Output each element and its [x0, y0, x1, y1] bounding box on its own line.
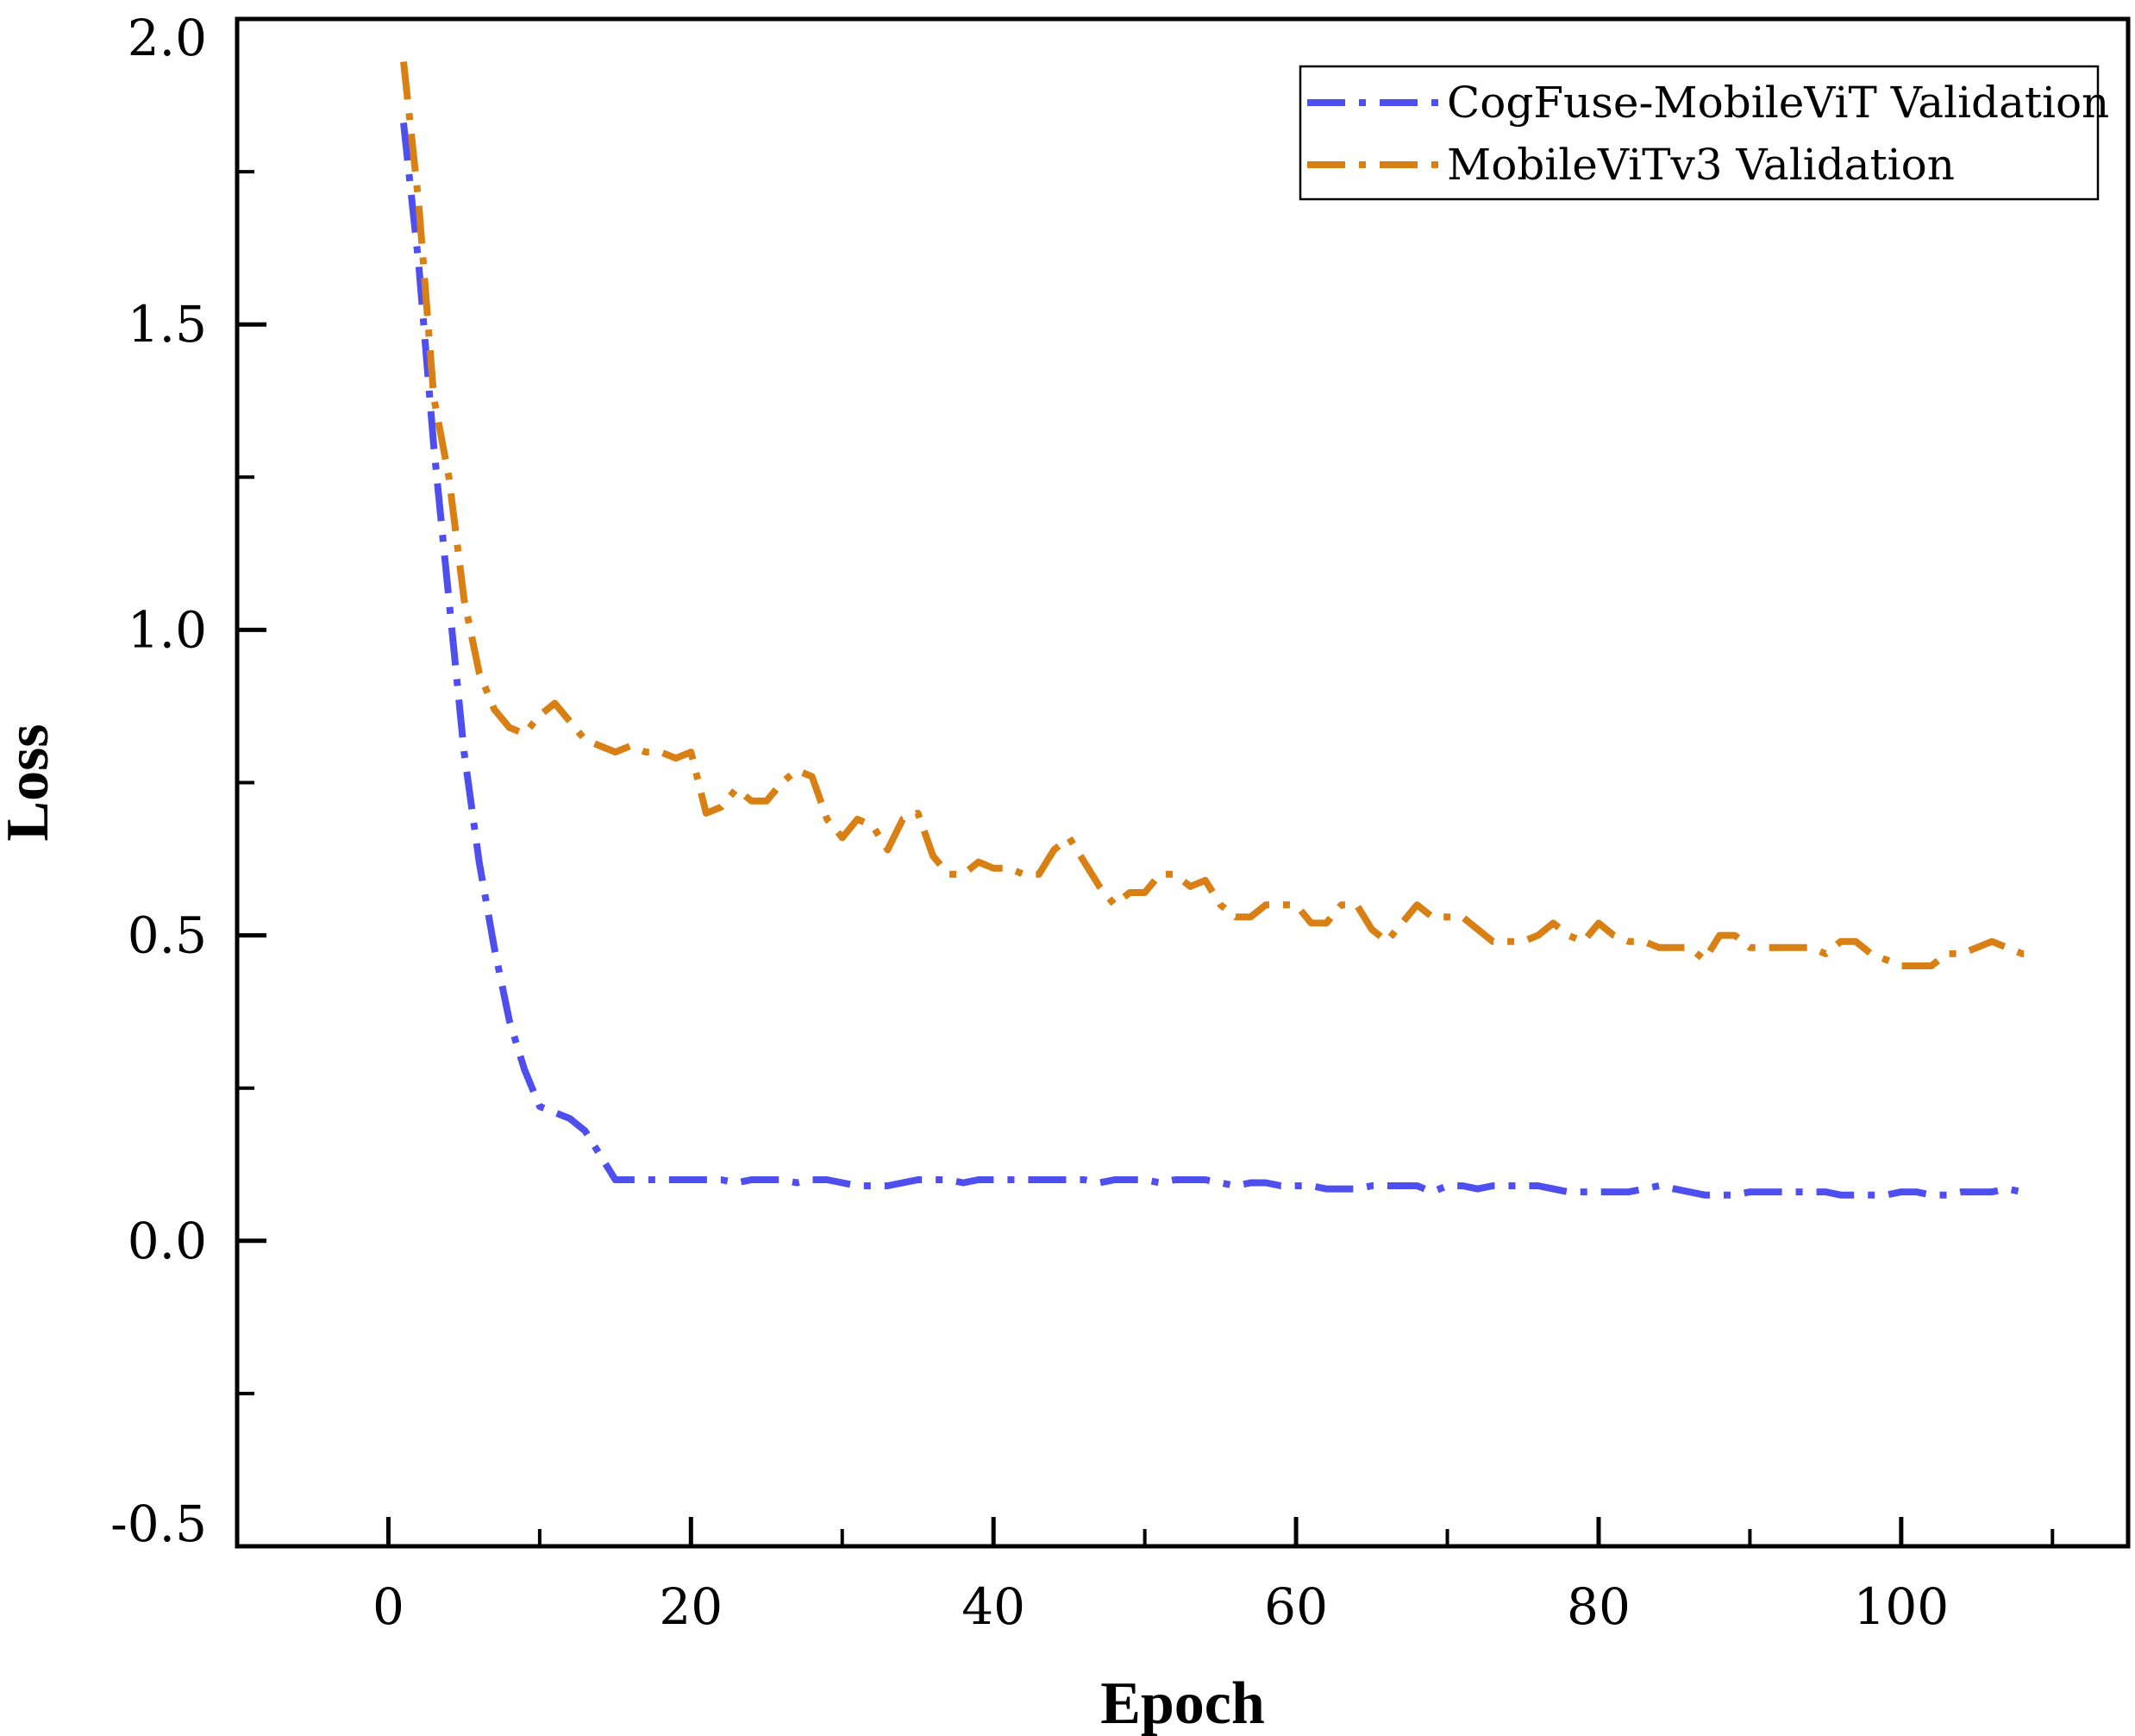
y-tick-label: -0.5	[110, 1495, 207, 1553]
y-tick-label: 2.0	[128, 9, 207, 67]
y-tick-label: 1.0	[128, 600, 207, 659]
x-tick-label: 0	[373, 1577, 404, 1636]
y-tick-label: 1.5	[128, 295, 207, 354]
y-axis: -0.5 0.0 0.5 1.0 1.5 2.0	[110, 9, 266, 1553]
y-tick-label: 0.0	[128, 1212, 207, 1270]
legend-label-2: MobileViTv3 Validation	[1447, 140, 1955, 190]
x-tick-label: 100	[1853, 1577, 1949, 1636]
x-tick-label: 60	[1264, 1577, 1328, 1636]
series-layer	[400, 61, 2038, 1199]
x-tick-label: 20	[659, 1577, 723, 1636]
legend-box	[1299, 65, 2100, 201]
y-tick-label: 0.5	[128, 906, 207, 965]
series-line-1	[400, 122, 2023, 1199]
legend-label-1: CogFuse-MobileViT Validation	[1447, 78, 2109, 128]
x-axis: 0 20 40 60 80 100	[373, 1517, 2055, 1636]
plot-frame	[235, 16, 2131, 1549]
series-line-2	[400, 61, 2038, 969]
y-axis-title: Loss	[0, 724, 61, 841]
x-axis-title: Epoch	[1100, 1670, 1265, 1736]
x-tick-label: 40	[961, 1577, 1025, 1636]
legend: CogFuse-MobileViT Validation MobileViTv3 …	[1299, 65, 2109, 201]
plot-area-border	[235, 16, 2131, 1549]
x-tick-label: 80	[1567, 1577, 1631, 1636]
